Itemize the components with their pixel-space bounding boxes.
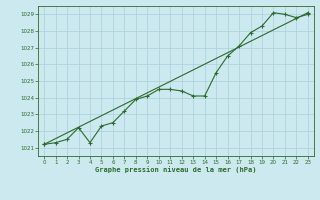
- X-axis label: Graphe pression niveau de la mer (hPa): Graphe pression niveau de la mer (hPa): [95, 167, 257, 173]
